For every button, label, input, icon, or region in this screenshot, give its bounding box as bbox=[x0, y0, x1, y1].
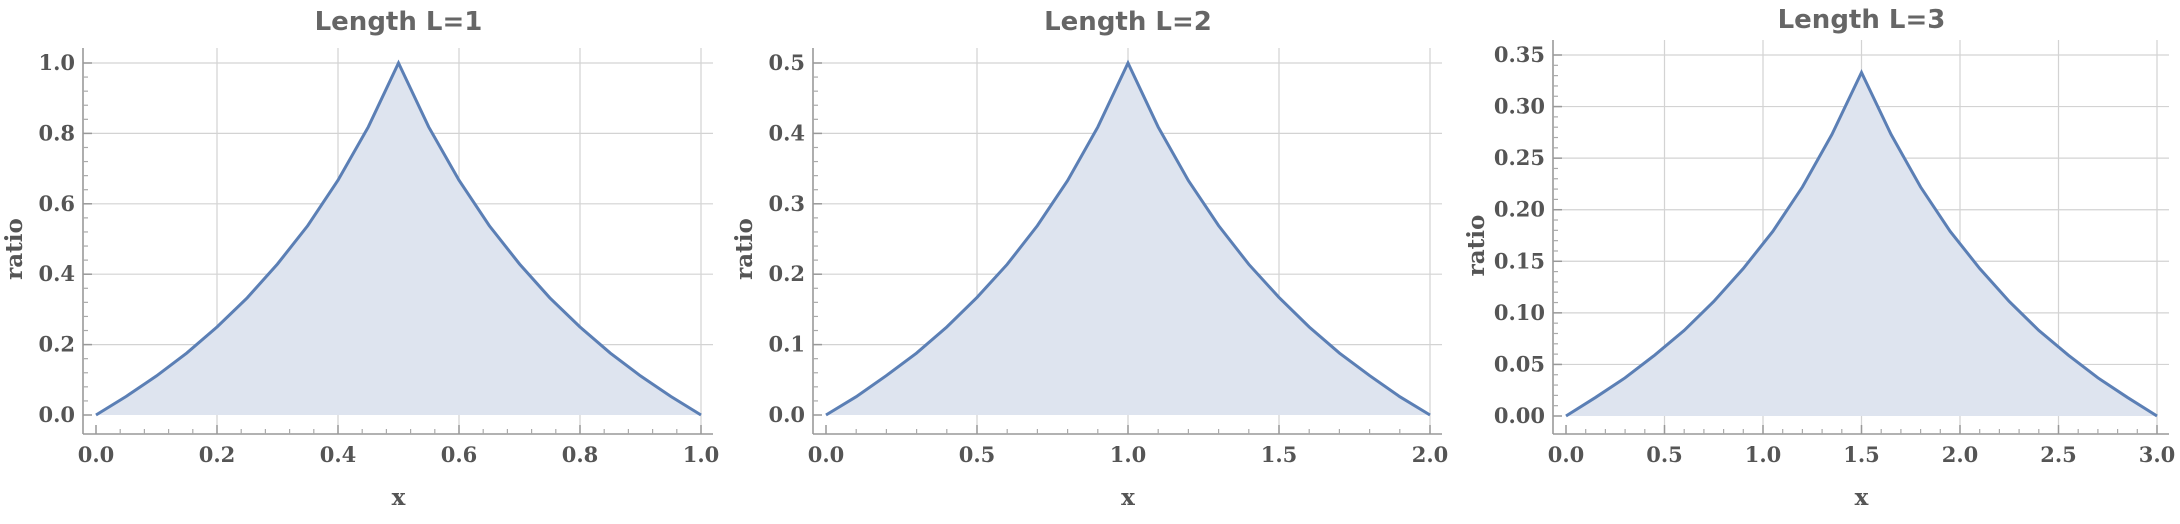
y-tick-label: 0.5 bbox=[768, 50, 805, 75]
series-line bbox=[1565, 69, 2158, 418]
y-tick-label: 0.6 bbox=[38, 191, 75, 216]
y-tick-label: 0.05 bbox=[1494, 351, 1545, 376]
x-tick-label: 1.0 bbox=[1745, 442, 1782, 467]
chart-panel-2: 0.0 0.5 1.0 1.5 2.0 0.0 0.1 0.2 0.3 0.4 0.5 Length … bbox=[731, 7, 1448, 511]
x-tick-label: 2.5 bbox=[2040, 442, 2077, 467]
y-tick-label: 0.20 bbox=[1494, 197, 1545, 222]
x-tick-label: 0.5 bbox=[1646, 442, 1683, 467]
x-tick-label: 0.0 bbox=[808, 442, 845, 467]
series-area-fill bbox=[826, 63, 1430, 415]
series-area-fill bbox=[96, 63, 701, 415]
chart-panel-1: 0.0 0.2 0.4 0.6 0.8 1.0 0.0 0.2 0.4 0.6 0.8 1.0 Leng… bbox=[1, 7, 719, 511]
y-tick-label: 0.35 bbox=[1494, 42, 1545, 67]
y-tick-label: 0.0 bbox=[38, 402, 75, 427]
series-line bbox=[825, 59, 1431, 417]
y-tick-label: 0.1 bbox=[768, 332, 805, 357]
y-tick-label: 0.0 bbox=[768, 402, 805, 427]
x-tick-label: 2.0 bbox=[1412, 442, 1449, 467]
x-axis-label: x bbox=[1121, 484, 1135, 511]
y-tick-label: 1.0 bbox=[38, 50, 75, 75]
x-tick-label: 0.0 bbox=[78, 442, 115, 467]
x-axis-label: x bbox=[392, 484, 406, 511]
y-tick-label: 0.30 bbox=[1494, 94, 1545, 119]
x-tick-label: 0.5 bbox=[959, 442, 996, 467]
y-tick-label: 0.8 bbox=[38, 120, 75, 145]
y-tick-label: 0.4 bbox=[38, 261, 75, 286]
x-tick-label: 1.0 bbox=[683, 442, 720, 467]
x-tick-label: 3.0 bbox=[2139, 442, 2176, 467]
x-tick-label: 0.6 bbox=[441, 442, 478, 467]
x-tick-label: 0.2 bbox=[199, 442, 236, 467]
chart-title: Length L=2 bbox=[1044, 7, 1212, 37]
x-tick-label: 2.0 bbox=[1942, 442, 1979, 467]
x-tick-label: 0.8 bbox=[562, 442, 599, 467]
y-tick-label: 0.2 bbox=[768, 261, 805, 286]
x-tick-label: 0.0 bbox=[1548, 442, 1585, 467]
x-tick-label: 1.0 bbox=[1110, 442, 1147, 467]
y-tick-label: 0.4 bbox=[768, 120, 805, 145]
series-line bbox=[95, 59, 702, 417]
y-axis-label: ratio bbox=[1, 218, 28, 280]
x-tick-label: 1.5 bbox=[1843, 442, 1880, 467]
y-tick-label: 0.2 bbox=[38, 332, 75, 357]
x-tick-label: 1.5 bbox=[1261, 442, 1298, 467]
chart-title: Length L=3 bbox=[1778, 5, 1946, 35]
y-tick-label: 0.00 bbox=[1494, 403, 1545, 428]
x-tick-label: 0.4 bbox=[320, 442, 357, 467]
chart-panel-3: 0.0 0.5 1.0 1.5 2.0 2.5 3.0 0.00 0.05 0.10 0.15 0.2… bbox=[1463, 5, 2175, 511]
y-tick-label: 0.15 bbox=[1494, 248, 1545, 273]
y-axis-label: ratio bbox=[1463, 215, 1490, 277]
chart-title: Length L=1 bbox=[315, 7, 483, 37]
y-tick-label: 0.10 bbox=[1494, 300, 1545, 325]
series-area-fill bbox=[1566, 72, 2157, 416]
y-axis-label: ratio bbox=[731, 218, 758, 280]
y-tick-label: 0.25 bbox=[1494, 145, 1545, 170]
y-tick-label: 0.3 bbox=[768, 191, 805, 216]
x-axis-label: x bbox=[1855, 484, 1869, 511]
